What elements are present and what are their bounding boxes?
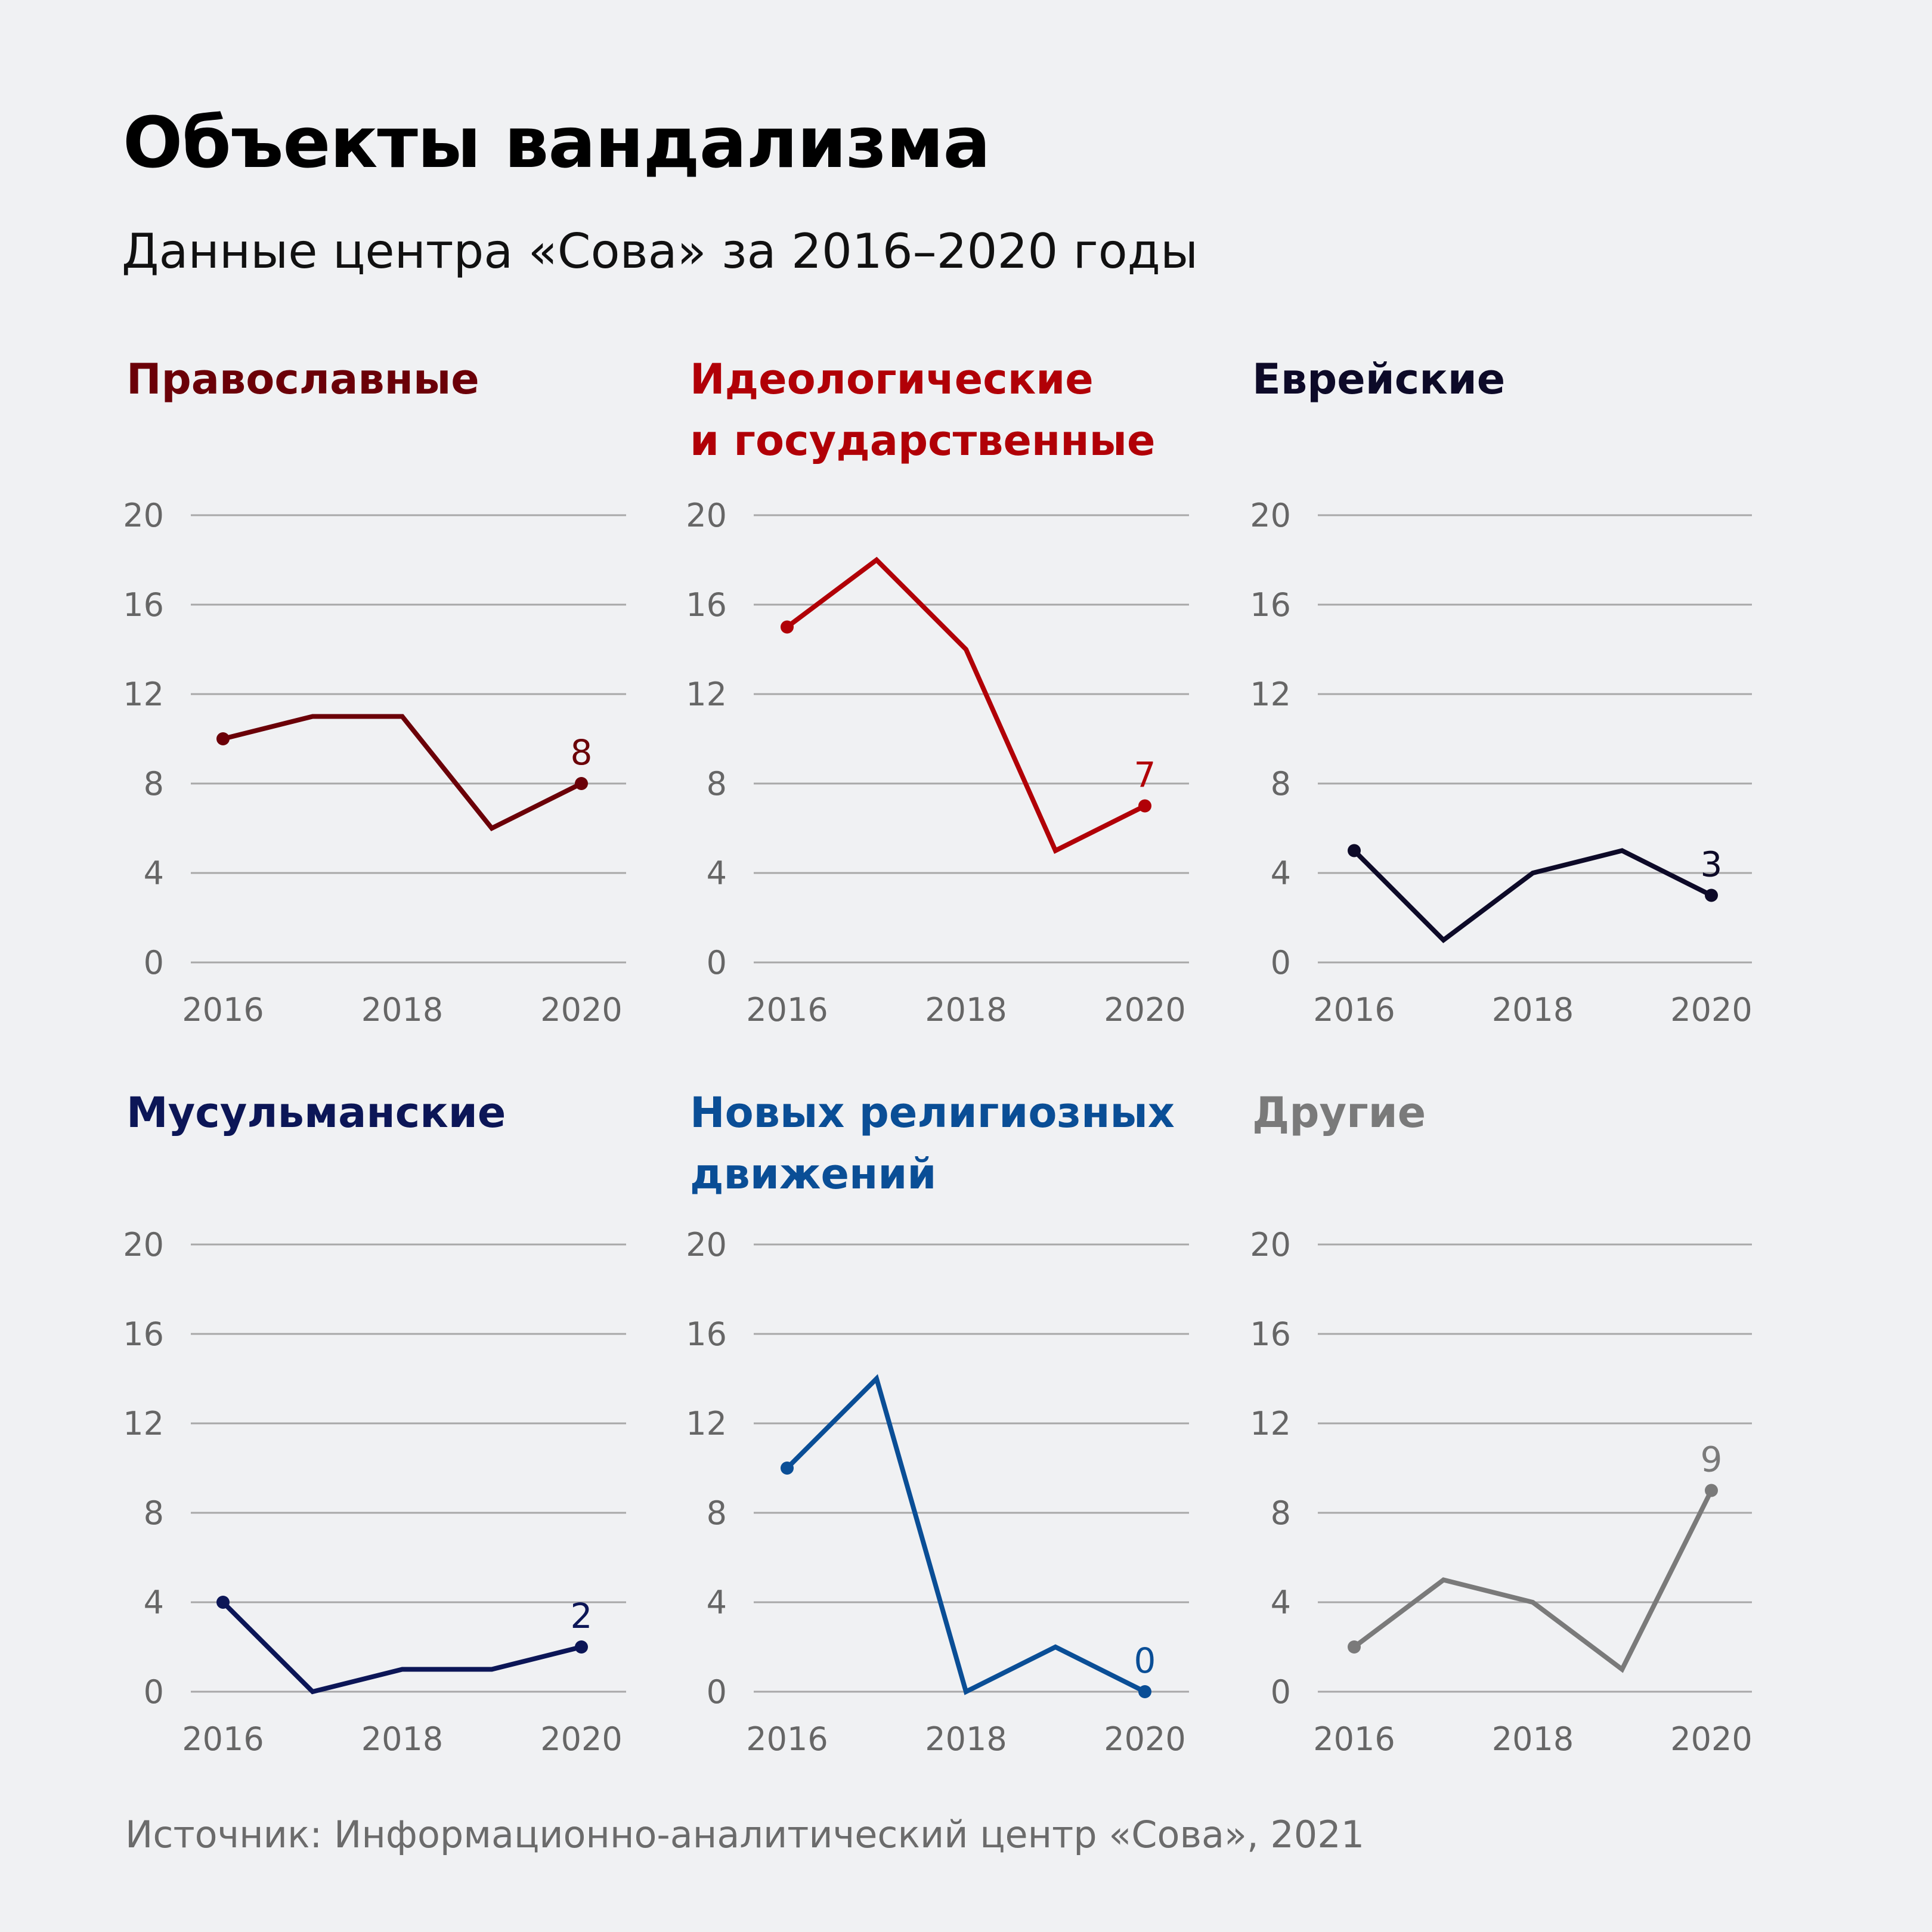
y-tick-label: 16 (123, 1315, 164, 1353)
data-point (1705, 1484, 1718, 1497)
y-tick-label: 0 (707, 1673, 727, 1711)
data-point (575, 777, 588, 790)
y-tick-label: 0 (1271, 1673, 1291, 1711)
x-tick-label: 2020 (1670, 991, 1752, 1029)
y-tick-label: 12 (686, 1405, 727, 1442)
series-line (222, 714, 583, 832)
panel-title: и государственные (690, 416, 1155, 465)
y-tick-label: 8 (1271, 1494, 1291, 1532)
y-tick-label: 4 (707, 1584, 727, 1621)
y-tick-label: 0 (144, 1673, 164, 1711)
y-tick-label: 12 (686, 676, 727, 713)
panel-title: Идеологические (690, 355, 1094, 404)
y-tick-label: 0 (707, 944, 727, 982)
y-tick-label: 20 (123, 1226, 164, 1264)
data-label: 8 (571, 732, 593, 773)
y-tick-label: 16 (1250, 586, 1291, 624)
chart-panel-5: Новых религиозных движений 0 4 8 12 16 20 2016 20… (686, 1088, 1189, 1758)
data-point (1138, 1685, 1151, 1698)
y-tick-label: 16 (686, 1315, 727, 1353)
y-tick-label: 4 (144, 854, 164, 892)
series-line (785, 556, 1146, 854)
y-tick-label: 4 (1271, 854, 1291, 892)
data-point (1348, 844, 1361, 857)
data-point (216, 1596, 230, 1609)
panel-title: Еврейские (1252, 355, 1505, 404)
y-tick-label: 16 (123, 586, 164, 624)
x-tick-label: 2018 (361, 1720, 443, 1758)
y-tick-label: 20 (123, 497, 164, 534)
y-tick-label: 16 (686, 586, 727, 624)
x-tick-label: 2018 (925, 991, 1007, 1029)
x-tick-label: 2020 (1104, 1720, 1185, 1758)
data-label: 0 (1134, 1640, 1156, 1681)
x-tick-label: 2018 (1492, 1720, 1574, 1758)
series-line (221, 1600, 582, 1695)
y-tick-label: 8 (144, 765, 164, 803)
data-label: 3 (1701, 844, 1723, 885)
panel-title: движений (690, 1150, 936, 1199)
x-tick-label: 2016 (1313, 1720, 1395, 1758)
chart-title: Объекты вандализма (123, 101, 990, 184)
data-point (1705, 888, 1718, 902)
y-tick-label: 20 (1250, 497, 1291, 534)
data-label: 2 (571, 1596, 593, 1636)
x-tick-label: 2016 (746, 1720, 828, 1758)
y-tick-label: 0 (1271, 944, 1291, 982)
chart-panel-6: Другие 0 4 8 12 16 20 2016 2018 2020 9 (1250, 1088, 1752, 1758)
x-tick-label: 2016 (182, 991, 264, 1029)
x-tick-label: 2018 (925, 1720, 1007, 1758)
x-tick-label: 2018 (361, 991, 443, 1029)
y-tick-label: 20 (686, 497, 727, 534)
data-point (216, 732, 230, 745)
y-tick-label: 4 (707, 854, 727, 892)
y-tick-label: 8 (144, 1494, 164, 1532)
x-tick-label: 2020 (1104, 991, 1185, 1029)
chart-panel-1: Православные 0 4 8 12 16 20 2016 2018 2020 8 (123, 355, 626, 1029)
x-tick-label: 2016 (1313, 991, 1395, 1029)
series-line (1352, 1489, 1714, 1673)
chart-subtitle: Данные центра «Сова» за 2016–2020 годы (122, 224, 1199, 279)
x-tick-label: 2020 (540, 991, 622, 1029)
x-tick-label: 2020 (540, 1720, 622, 1758)
y-tick-label: 12 (123, 676, 164, 713)
y-tick-label: 20 (686, 1226, 727, 1264)
y-tick-label: 8 (707, 1494, 727, 1532)
data-point (1138, 799, 1151, 813)
panel-title: Мусульманские (126, 1088, 506, 1137)
series-line (1352, 848, 1713, 943)
y-tick-label: 4 (1271, 1584, 1291, 1621)
panel-title: Новых религиозных (690, 1088, 1175, 1137)
panel-title: Православные (126, 355, 479, 404)
data-point (1348, 1640, 1361, 1654)
y-tick-label: 8 (707, 765, 727, 803)
data-point (781, 1462, 794, 1475)
y-tick-label: 8 (1271, 765, 1291, 803)
data-label: 9 (1701, 1439, 1723, 1480)
series-line (785, 1374, 1146, 1695)
source-note: Источник: Информационно-аналитический це… (125, 1813, 1365, 1856)
data-point (575, 1640, 588, 1654)
chart-panel-2: Идеологические и государственные 0 4 8 12 16 20… (686, 355, 1189, 1029)
y-tick-label: 12 (1250, 676, 1291, 713)
y-tick-label: 16 (1250, 1315, 1291, 1353)
y-tick-label: 0 (144, 944, 164, 982)
y-tick-label: 12 (123, 1405, 164, 1442)
y-tick-label: 20 (1250, 1226, 1291, 1264)
data-label: 7 (1134, 755, 1156, 795)
x-tick-label: 2016 (746, 991, 828, 1029)
y-tick-label: 12 (1250, 1405, 1291, 1442)
x-tick-label: 2018 (1492, 991, 1574, 1029)
x-tick-label: 2016 (182, 1720, 264, 1758)
chart-panel-3: Еврейские 0 4 8 12 16 20 2016 2018 2020 3 (1250, 355, 1752, 1029)
panel-title: Другие (1252, 1088, 1426, 1137)
chart-panel-4: Мусульманские 0 4 8 12 16 20 2016 2018 2020 2 (123, 1088, 626, 1758)
y-tick-label: 4 (144, 1584, 164, 1621)
data-point (781, 620, 794, 634)
x-tick-label: 2020 (1670, 1720, 1752, 1758)
